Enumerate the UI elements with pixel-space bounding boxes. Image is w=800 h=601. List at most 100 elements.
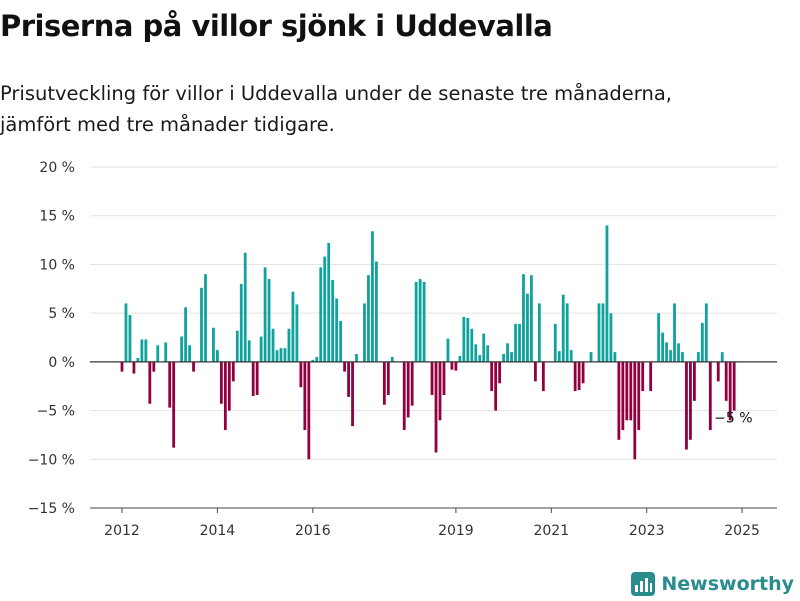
bar: [288, 329, 291, 362]
bar: [228, 362, 231, 411]
bar: [391, 357, 394, 362]
bar: [292, 292, 295, 362]
bar: [562, 295, 565, 362]
bar: [299, 362, 302, 387]
bar: [681, 352, 684, 362]
x-tick-label: 2019: [438, 523, 474, 539]
bar: [610, 313, 613, 362]
bar: [443, 362, 446, 395]
bar: [685, 362, 688, 450]
bar: [303, 362, 306, 430]
bar: [152, 362, 155, 372]
bar: [125, 303, 128, 361]
bar: [534, 362, 537, 381]
bar: [494, 362, 497, 411]
bar: [606, 225, 609, 361]
bar: [458, 356, 461, 362]
bar-chart-logo-icon: [631, 572, 655, 596]
bar: [614, 352, 617, 362]
x-tick-label: 2014: [200, 523, 236, 539]
bar: [232, 362, 235, 381]
bar: [709, 362, 712, 430]
bar: [323, 257, 326, 362]
bar: [339, 321, 342, 362]
bar: [272, 329, 275, 362]
bar: [260, 337, 263, 362]
bar: [538, 303, 541, 361]
bar: [673, 303, 676, 361]
y-tick-label: 20 %: [39, 160, 75, 176]
bar: [637, 362, 640, 430]
bar: [598, 303, 601, 361]
bar: [439, 362, 442, 420]
bar: [498, 362, 501, 383]
bar: [578, 362, 581, 390]
bar: [296, 304, 299, 361]
bar: [371, 231, 374, 362]
bar: [554, 324, 557, 362]
bar: [474, 344, 477, 362]
x-tick-label: 2023: [629, 523, 665, 539]
bar: [602, 303, 605, 361]
bar: [522, 274, 525, 362]
bar: [701, 323, 704, 362]
x-tick-label: 2016: [295, 523, 331, 539]
bar: [455, 362, 458, 371]
bar: [470, 329, 473, 362]
bar: [502, 354, 505, 362]
bar: [367, 275, 370, 362]
bar: [689, 362, 692, 440]
bar: [220, 362, 223, 404]
y-tick-label: 10 %: [39, 257, 75, 273]
bar: [192, 362, 195, 372]
bar: [363, 303, 366, 361]
bar: [510, 352, 513, 362]
bar: [280, 348, 283, 362]
logo-text: Newsworthy: [661, 573, 794, 595]
bar: [677, 343, 680, 362]
bar: [669, 350, 672, 362]
y-tick-label: 0 %: [48, 355, 75, 371]
y-tick-label: −10 %: [28, 452, 75, 468]
bar: [335, 299, 338, 362]
bar: [268, 279, 271, 362]
bar: [582, 362, 585, 383]
bar: [284, 348, 287, 362]
bar: [144, 339, 147, 361]
bar: [558, 351, 561, 362]
bar: [657, 313, 660, 362]
bar: [717, 362, 720, 381]
y-tick-label: −5 %: [37, 404, 75, 420]
bar: [375, 262, 378, 362]
bar: [172, 362, 175, 448]
bar: [224, 362, 227, 430]
bar: [542, 362, 545, 391]
bar: [168, 362, 171, 408]
bar: [276, 350, 279, 362]
bar: [705, 303, 708, 361]
bar: [629, 362, 632, 420]
bar: [462, 317, 465, 362]
bar: [661, 333, 664, 362]
bar: [200, 288, 203, 362]
bar: [486, 345, 489, 362]
bar: [530, 275, 533, 362]
last-value-annotation: −5 %: [714, 411, 752, 427]
bar: [590, 352, 593, 362]
bar: [574, 362, 577, 391]
bar: [256, 362, 259, 395]
bar: [355, 354, 358, 362]
bar: [188, 345, 191, 362]
bar: [423, 282, 426, 362]
bar: [129, 315, 132, 362]
bar: [725, 362, 728, 401]
bar: [431, 362, 434, 395]
bar: [693, 362, 696, 401]
bar: [264, 267, 267, 362]
bar: [347, 362, 350, 397]
bar: [387, 362, 390, 395]
bar: [236, 331, 239, 362]
bar: [240, 284, 243, 362]
bar: [435, 362, 438, 453]
